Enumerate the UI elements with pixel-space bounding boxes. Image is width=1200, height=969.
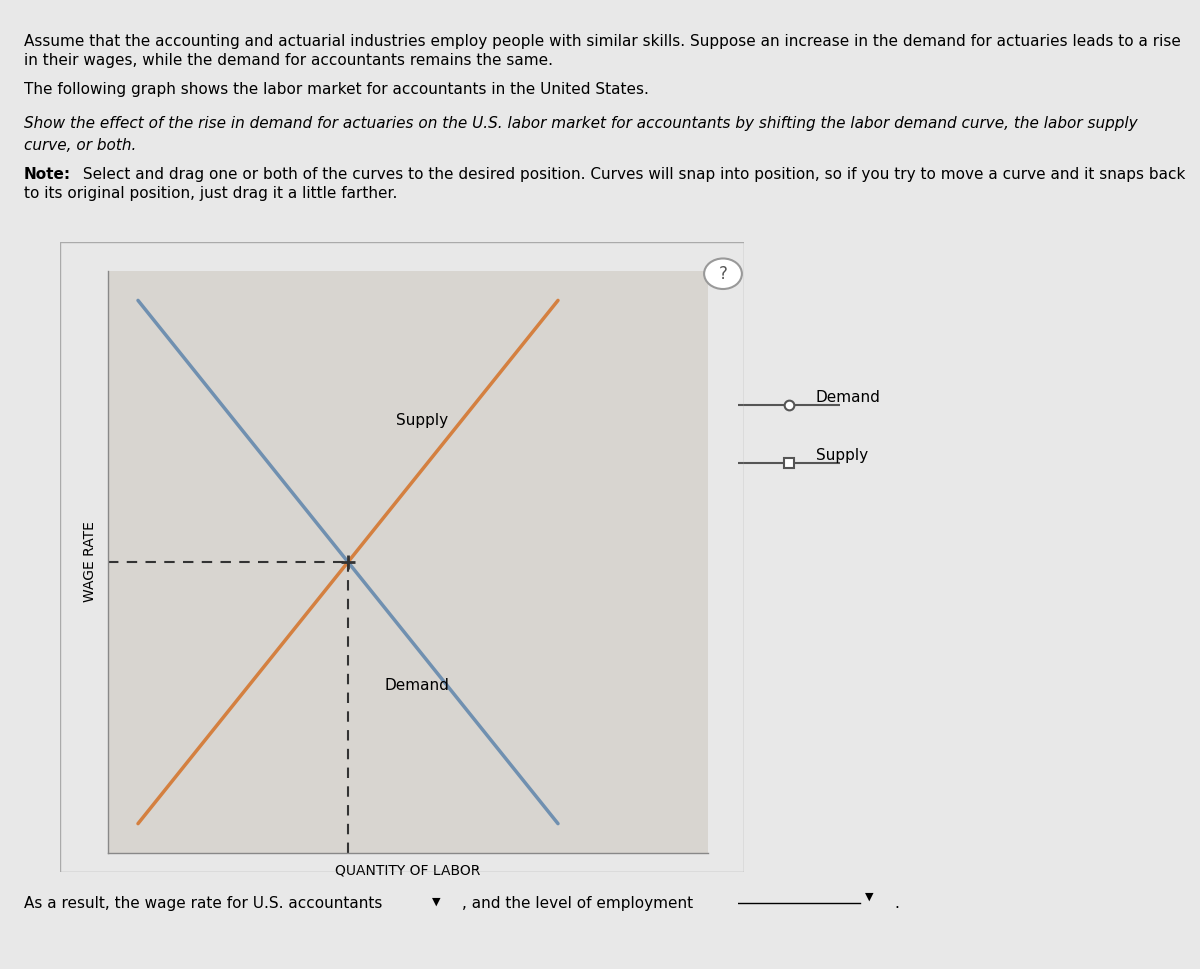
- Y-axis label: WAGE RATE: WAGE RATE: [83, 521, 97, 603]
- Text: ?: ?: [719, 265, 727, 283]
- Text: Supply: Supply: [396, 414, 448, 428]
- Text: Supply: Supply: [816, 448, 868, 463]
- Text: Show the effect of the rise in demand for actuaries on the U.S. labor market for: Show the effect of the rise in demand fo…: [24, 116, 1138, 131]
- Text: Assume that the accounting and actuarial industries employ people with similar s: Assume that the accounting and actuarial…: [24, 34, 1181, 48]
- Text: Note:: Note:: [24, 167, 71, 181]
- Text: Select and drag one or both of the curves to the desired position. Curves will s: Select and drag one or both of the curve…: [78, 167, 1186, 181]
- Text: ▼: ▼: [432, 896, 440, 906]
- Text: ▼: ▼: [865, 891, 874, 901]
- X-axis label: QUANTITY OF LABOR: QUANTITY OF LABOR: [335, 863, 481, 878]
- Text: The following graph shows the labor market for accountants in the United States.: The following graph shows the labor mark…: [24, 82, 649, 97]
- Text: curve, or both.: curve, or both.: [24, 138, 137, 152]
- Text: Demand: Demand: [816, 390, 881, 405]
- Text: to its original position, just drag it a little farther.: to its original position, just drag it a…: [24, 186, 397, 201]
- Circle shape: [704, 259, 742, 289]
- Text: .: .: [894, 896, 899, 911]
- Text: , and the level of employment: , and the level of employment: [462, 896, 694, 911]
- Text: in their wages, while the demand for accountants remains the same.: in their wages, while the demand for acc…: [24, 53, 553, 68]
- Text: As a result, the wage rate for U.S. accountants: As a result, the wage rate for U.S. acco…: [24, 896, 383, 911]
- Text: Demand: Demand: [384, 678, 449, 693]
